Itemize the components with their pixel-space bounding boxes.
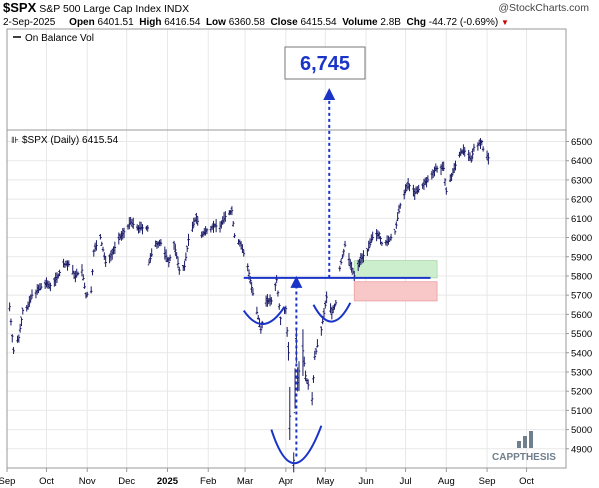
ticker-symbol: $SPX bbox=[3, 0, 37, 15]
y-tick-label: 5100 bbox=[571, 406, 592, 417]
y-tick-label: 5700 bbox=[571, 291, 592, 302]
measure-arrowhead bbox=[290, 275, 303, 288]
x-axis: Sep Oct Nov Dec 2025 Feb Mar Apr May Jun Jul Aug Sep… bbox=[0, 468, 534, 487]
obv-legend: On Balance Vol bbox=[25, 33, 94, 44]
volume-label: Volume bbox=[342, 17, 378, 28]
y-tick-label: 5500 bbox=[571, 329, 592, 340]
x-tick-label: Oct bbox=[519, 476, 534, 487]
y-tick-label: 6500 bbox=[571, 137, 592, 148]
target-arrowhead bbox=[323, 88, 336, 100]
y-tick-label: 5300 bbox=[571, 367, 592, 378]
close-value: 6415.54 bbox=[300, 17, 337, 28]
target-box bbox=[284, 46, 366, 80]
y-tick-label: 5800 bbox=[571, 271, 592, 282]
y-axis: 4900 5000 5100 5200 5300 5400 5500 5600 5700 5800… bbox=[566, 137, 592, 455]
quote-date: 2-Sep-2025 bbox=[3, 17, 56, 28]
high-value: 6416.54 bbox=[164, 17, 201, 28]
price-bars bbox=[8, 138, 490, 473]
chg-label: Chg bbox=[406, 17, 426, 28]
low-value: 6360.58 bbox=[228, 17, 265, 28]
price-legend: $SPX (Daily) 6415.54 bbox=[22, 135, 119, 146]
x-tick-label: Jun bbox=[358, 476, 373, 487]
price-panel-frame bbox=[6, 129, 567, 469]
chg-value: -44.72 (-0.69%) bbox=[428, 17, 499, 28]
logo-text: CAPPTHESIS bbox=[492, 452, 556, 463]
y-tick-label: 6100 bbox=[571, 214, 592, 225]
x-tick-label: Jul bbox=[399, 476, 411, 487]
open-value: 6401.51 bbox=[97, 17, 134, 28]
logo-bar-3 bbox=[529, 431, 533, 448]
logo-bar-2 bbox=[523, 436, 527, 448]
target-label: 6,745 bbox=[300, 53, 350, 75]
green-zone bbox=[353, 260, 438, 279]
x-tick-label: Dec bbox=[118, 476, 135, 487]
y-tick-label: 5400 bbox=[571, 348, 592, 359]
index-name: S&P 500 Large Cap Index INDX bbox=[39, 3, 189, 15]
x-tick-label: Mar bbox=[237, 476, 253, 487]
exchange-label: INDX bbox=[163, 3, 190, 15]
right-shoulder-arc bbox=[312, 302, 352, 323]
open-label: Open bbox=[69, 17, 95, 28]
chg-down-icon: ▼ bbox=[501, 18, 509, 27]
y-tick-label: 5600 bbox=[571, 310, 592, 321]
x-tick-label: May bbox=[316, 476, 334, 487]
close-label: Close bbox=[270, 17, 298, 28]
credit-text: @StockCharts.com bbox=[498, 2, 589, 14]
x-tick-label: Sep bbox=[0, 476, 15, 487]
high-label: High bbox=[139, 17, 162, 28]
x-tick-label: Apr bbox=[278, 476, 293, 487]
y-tick-label: 5200 bbox=[571, 387, 592, 398]
low-label: Low bbox=[205, 17, 226, 28]
index-name-text: S&P 500 Large Cap Index bbox=[39, 3, 162, 15]
x-tick-label: Aug bbox=[438, 476, 455, 487]
target-zones bbox=[353, 260, 438, 302]
volume-value: 2.8B bbox=[380, 17, 401, 28]
grid-lines bbox=[6, 29, 566, 468]
y-tick-label: 6000 bbox=[571, 233, 592, 244]
red-zone bbox=[353, 281, 438, 302]
y-tick-label: 6400 bbox=[571, 156, 592, 167]
head-arc bbox=[270, 425, 323, 465]
x-tick-label: Sep bbox=[479, 476, 496, 487]
y-tick-label: 5000 bbox=[571, 425, 592, 436]
y-tick-label: 4900 bbox=[571, 444, 592, 455]
annotations bbox=[242, 88, 431, 465]
ticker-header: $SPX S&P 500 Large Cap Index INDX bbox=[3, 0, 189, 15]
y-tick-label: 5900 bbox=[571, 252, 592, 263]
y-tick-label: 6200 bbox=[571, 195, 592, 206]
x-tick-label: Nov bbox=[79, 476, 96, 487]
logo-bar-1 bbox=[517, 441, 521, 448]
x-tick-label: 2025 bbox=[157, 476, 179, 487]
y-tick-label: 6300 bbox=[571, 175, 592, 186]
left-shoulder-arc bbox=[242, 306, 286, 325]
quote-line: 2-Sep-2025 Open 6401.51 High 6416.54 Low… bbox=[3, 17, 509, 28]
x-tick-label: Feb bbox=[200, 476, 216, 487]
x-tick-label: Oct bbox=[39, 476, 54, 487]
price-legend-icon: ⊪ bbox=[11, 135, 19, 145]
logo: CAPPTHESIS bbox=[492, 431, 556, 463]
